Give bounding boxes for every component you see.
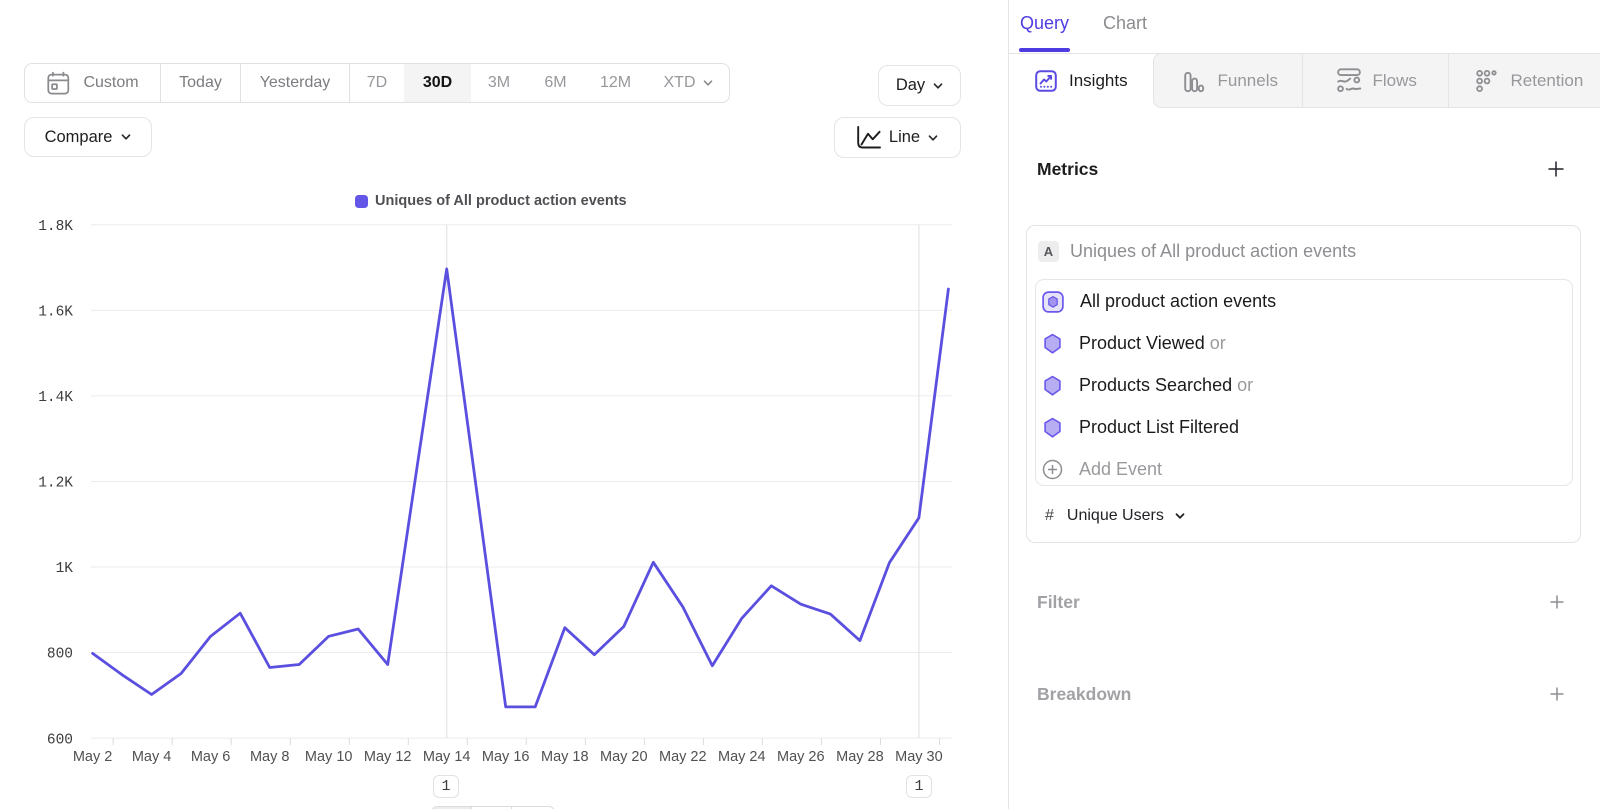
svg-text:May 12: May 12 — [364, 749, 412, 765]
svg-text:May 14: May 14 — [423, 749, 471, 765]
svg-text:May 30: May 30 — [895, 749, 943, 765]
svg-text:May 18: May 18 — [541, 749, 589, 765]
svg-text:May 6: May 6 — [191, 749, 231, 765]
svg-text:1.2K: 1.2K — [38, 476, 73, 492]
svg-text:May 8: May 8 — [250, 749, 290, 765]
svg-text:1.8K: 1.8K — [38, 219, 73, 235]
svg-text:May 28: May 28 — [836, 749, 884, 765]
svg-text:1.6K: 1.6K — [38, 305, 73, 321]
svg-text:1K: 1K — [56, 561, 74, 577]
svg-text:May 2: May 2 — [73, 749, 113, 765]
svg-text:May 16: May 16 — [482, 749, 530, 765]
svg-text:May 22: May 22 — [659, 749, 707, 765]
svg-text:800: 800 — [47, 647, 73, 663]
svg-text:May 24: May 24 — [718, 749, 766, 765]
svg-text:1.4K: 1.4K — [38, 390, 73, 406]
svg-text:May 20: May 20 — [600, 749, 648, 765]
svg-text:May 4: May 4 — [132, 749, 172, 765]
svg-text:May 10: May 10 — [305, 749, 353, 765]
svg-text:600: 600 — [47, 732, 73, 748]
svg-text:May 26: May 26 — [777, 749, 825, 765]
